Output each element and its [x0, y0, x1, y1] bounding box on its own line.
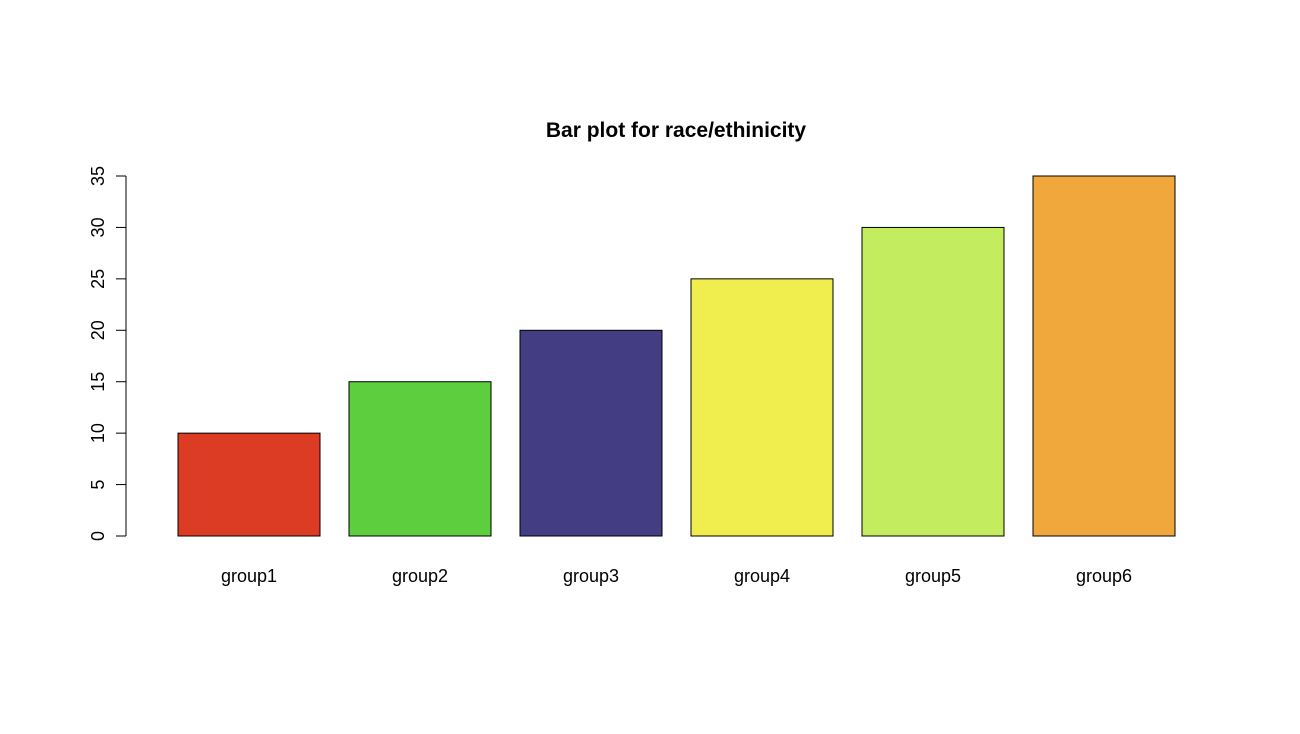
- bar-group3: [519, 329, 663, 537]
- bar-group1: [177, 432, 321, 537]
- bar-group2: [348, 381, 492, 537]
- bars-group: [177, 175, 1176, 537]
- y-tick-label: 5: [88, 480, 108, 490]
- bar-group4: [690, 278, 834, 537]
- x-tick-label: group5: [905, 566, 961, 586]
- y-tick-label: 15: [88, 372, 108, 392]
- x-tick-label: group3: [563, 566, 619, 586]
- x-tick-label: group2: [392, 566, 448, 586]
- y-axis: 0 5 10 15 20 25 30 35: [88, 166, 127, 541]
- y-tick-label: 35: [88, 166, 108, 186]
- y-tick-label: 10: [88, 423, 108, 443]
- x-tick-label: group6: [1076, 566, 1132, 586]
- x-tick-label: group4: [734, 566, 790, 586]
- chart-title: Bar plot for race/ethinicity: [546, 119, 807, 142]
- bar-group6: [1032, 175, 1176, 537]
- x-tick-label: group1: [221, 566, 277, 586]
- y-tick-label: 20: [88, 320, 108, 340]
- y-tick-label: 25: [88, 269, 108, 289]
- y-tick-label: 0: [88, 531, 108, 541]
- y-tick-label: 30: [88, 217, 108, 237]
- x-axis-labels: group1 group2 group3 group4 group5 group6: [221, 566, 1132, 586]
- bar-group5: [861, 226, 1005, 537]
